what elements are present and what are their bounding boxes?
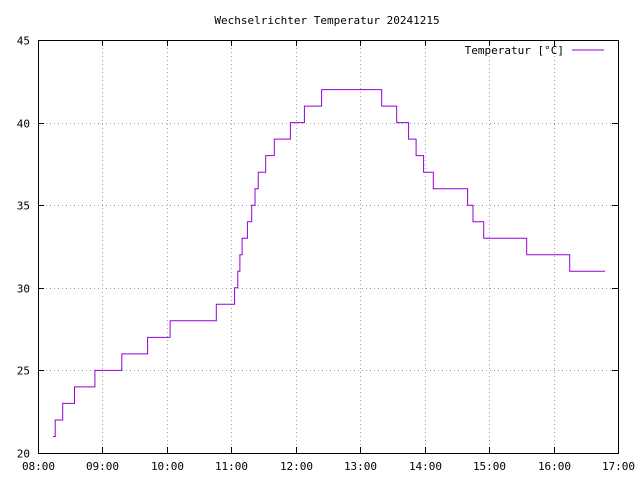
chart-title: Wechselrichter Temperatur 20241215 [214,14,439,27]
x-tick-label: 14:00 [409,460,442,473]
x-tick-label: 10:00 [151,460,184,473]
y-tick-label: 40 [17,118,30,131]
x-tick-label: 16:00 [538,460,571,473]
y-tick-label: 35 [17,200,30,213]
axis-ticks [38,40,619,454]
x-tick-label: 08:00 [22,460,55,473]
y-tick-label: 25 [17,365,30,378]
y-tick-label: 30 [17,283,30,296]
legend-label: Temperatur [°C] [465,44,564,57]
x-tick-label: 12:00 [280,460,313,473]
plot-frame [38,40,619,454]
x-tick-label: 13:00 [344,460,377,473]
x-tick-label: 15:00 [473,460,506,473]
x-axis-tick-labels: 08:00 09:00 10:00 11:00 12:00 13:00 14:00 15:00… [22,460,635,473]
legend: Temperatur [°C] [465,44,604,57]
x-tick-label: 11:00 [215,460,248,473]
y-axis-tick-labels: 20 25 30 35 40 45 [17,35,30,461]
y-tick-label: 45 [17,35,30,48]
series-line [53,89,606,437]
x-tick-label: 17:00 [602,460,635,473]
series-layer [52,89,606,437]
x-tick-label: 09:00 [86,460,119,473]
grid-lines [38,40,618,453]
y-tick-label: 20 [17,448,30,461]
